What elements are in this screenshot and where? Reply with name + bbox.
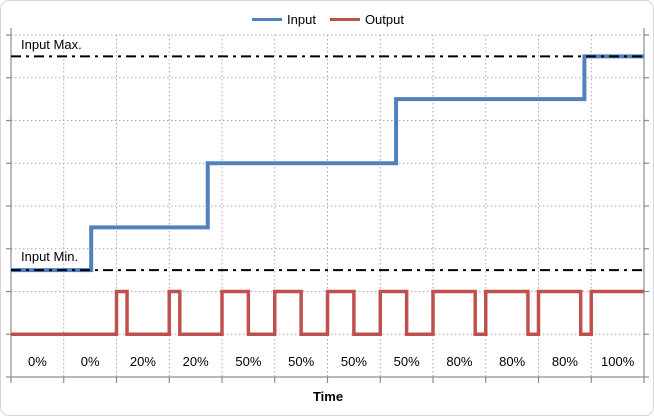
input-max-label: Input Max. <box>21 37 82 52</box>
x-tick-labels: 0% 0% 20% 20% 50% 50% 50% 50% 80% 80% 80% 100% <box>1 351 653 373</box>
x-tick-label: 20% <box>129 354 156 369</box>
legend-item-input: Input <box>252 12 316 27</box>
legend-label-input: Input <box>287 11 316 27</box>
legend: Input Output <box>1 9 653 29</box>
x-tick-label: 50% <box>288 354 315 369</box>
x-tick-label: 80% <box>446 354 473 369</box>
x-tick-label: 0% <box>80 354 100 369</box>
x-tick-label: 0% <box>27 354 47 369</box>
x-tick-label: 50% <box>393 354 420 369</box>
x-tick-label: 50% <box>235 354 262 369</box>
x-axis-title: Time <box>312 389 344 404</box>
input-line-swatch <box>252 17 283 21</box>
x-tick-label: 20% <box>182 354 209 369</box>
output-line-swatch <box>329 17 360 21</box>
x-tick-label: 80% <box>551 354 578 369</box>
input-series-line <box>11 54 644 273</box>
output-series-line <box>11 289 644 336</box>
input-min-label: Input Min. <box>21 249 79 264</box>
x-tick-label: 80% <box>499 354 526 369</box>
legend-item-output: Output <box>329 11 404 27</box>
x-tick-label: 50% <box>340 354 367 369</box>
x-tick-label: 100% <box>601 354 635 369</box>
legend-label-output: Output <box>364 11 404 27</box>
